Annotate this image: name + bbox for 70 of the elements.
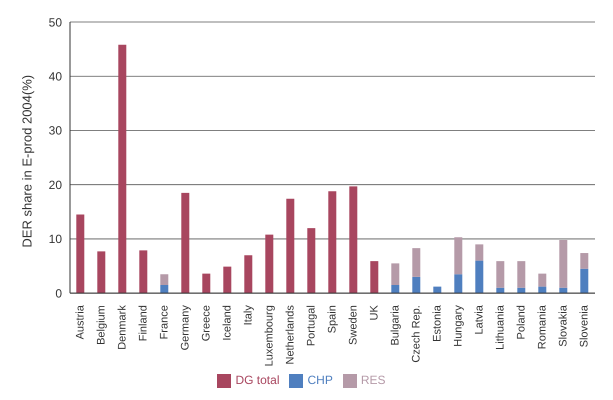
bar <box>559 288 568 294</box>
x-tick-label: Iceland <box>222 305 234 341</box>
bar <box>580 253 588 269</box>
bar <box>181 192 190 294</box>
y-axis-title: DER share in E-prod 2004(%) <box>20 74 35 248</box>
bar <box>454 237 462 274</box>
bar <box>160 285 168 294</box>
bar <box>160 274 168 286</box>
x-tick-label: Greece <box>200 305 212 342</box>
bar <box>454 274 462 294</box>
bar <box>517 261 526 288</box>
bar <box>391 263 400 286</box>
x-tick-label: Netherlands <box>284 304 296 364</box>
x-tick-label: Denmark <box>116 304 128 350</box>
x-tick-label: Spain <box>326 305 338 334</box>
bar <box>517 288 526 294</box>
bar <box>244 255 252 294</box>
bar <box>433 286 442 294</box>
x-tick-label: Lithuania <box>494 304 506 350</box>
bar <box>412 248 420 277</box>
bar <box>496 261 504 288</box>
x-tick-label: Belgium <box>96 305 108 345</box>
x-tick-label: Germany <box>180 304 192 350</box>
legend-label: RES <box>360 373 386 388</box>
x-tick-label: Sweden <box>348 305 360 345</box>
y-tick-label: 50 <box>48 15 62 30</box>
bar <box>307 228 316 294</box>
x-tick-label: Italy <box>242 304 254 326</box>
bar <box>538 286 546 294</box>
bar <box>349 186 358 294</box>
y-tick-label: 0 <box>55 286 62 300</box>
y-tick-label: 40 <box>48 69 62 84</box>
bar <box>223 266 232 294</box>
y-tick-label: 10 <box>48 232 62 246</box>
x-tick-label: Czech Rep. <box>410 305 422 363</box>
x-tick-label: Luxembourg <box>264 305 276 366</box>
bar <box>559 240 568 288</box>
legend-label: CHP <box>307 373 333 388</box>
legend-label: DG total <box>235 373 280 388</box>
x-tick-label: Poland <box>516 305 528 340</box>
x-tick-label: Hungary <box>452 304 464 347</box>
x-tick-label: UK <box>368 304 380 320</box>
bar <box>118 44 126 294</box>
y-tick-label: 30 <box>48 124 62 138</box>
bar <box>580 268 588 294</box>
x-tick-label: Finland <box>138 305 150 342</box>
bar <box>412 276 420 294</box>
bar <box>139 250 148 294</box>
bar <box>475 260 484 294</box>
bar <box>202 274 210 294</box>
x-tick-label: Estonia <box>432 304 444 342</box>
x-tick-label: Bulgaria <box>390 304 402 346</box>
bar <box>391 285 400 294</box>
x-tick-label: Portugal <box>306 305 318 346</box>
bar <box>286 198 294 294</box>
x-tick-label: France <box>158 305 170 340</box>
bar <box>370 261 378 294</box>
bar <box>496 288 504 294</box>
x-tick-label: Latvia <box>474 304 486 335</box>
x-tick-label: Romania <box>536 304 548 350</box>
bar <box>538 274 546 287</box>
y-tick-label: 20 <box>48 178 62 192</box>
bar <box>475 244 484 261</box>
bar <box>328 191 336 294</box>
bar <box>97 251 106 294</box>
bar <box>265 234 274 294</box>
bar <box>76 214 84 294</box>
x-tick-label: Slovakia <box>558 304 570 347</box>
x-tick-label: Slovenia <box>578 304 590 348</box>
x-tick-label: Austria <box>74 304 86 340</box>
